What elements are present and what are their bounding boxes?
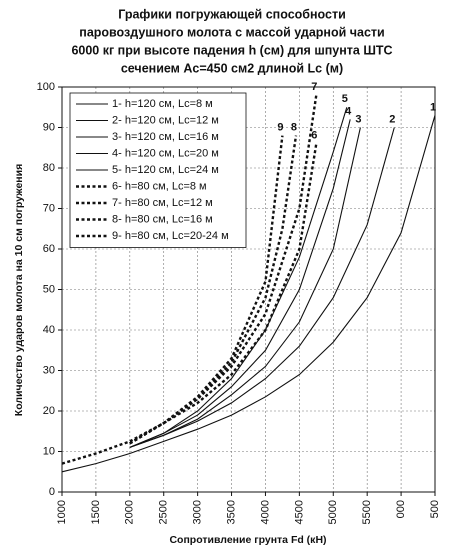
x-tick-label: 000 (395, 500, 407, 518)
x-axis-label: Сопротивление грунта Fd (кН) (169, 534, 326, 546)
y-tick-label: 70 (43, 202, 55, 214)
legend-label: 2- h=120 см, Lc=12 м (112, 114, 219, 126)
curve-label: 7 (311, 81, 317, 93)
legend-label: 9- h=80 см, Lc=20-24 м (112, 230, 229, 242)
curve-label: 1 (430, 101, 436, 113)
legend-label: 7- h=80 см, Lc=12 м (112, 197, 213, 209)
y-tick-label: 90 (43, 121, 55, 133)
curve-label: 5 (342, 93, 348, 105)
legend-label: 3- h=120 см, Lc=16 м (112, 131, 219, 143)
x-tick-label: 1500 (90, 500, 102, 524)
y-tick-label: 60 (43, 243, 55, 255)
y-tick-label: 30 (43, 364, 55, 376)
x-tick-label: 2000 (124, 500, 136, 524)
chart-title: 6000 кг при высоте падения h (см) для шп… (71, 43, 392, 57)
y-tick-label: 20 (43, 405, 55, 417)
x-tick-label: 5500 (361, 500, 373, 524)
x-tick-label: 4000 (259, 500, 271, 524)
curve-label: 3 (355, 113, 361, 125)
y-tick-label: 80 (43, 162, 55, 174)
x-tick-label: 2500 (158, 500, 170, 524)
x-tick-label: 500 (429, 500, 441, 518)
x-tick-label: 1000 (56, 500, 68, 524)
y-axis-label: Количество ударов молота на 10 см погруж… (13, 164, 25, 416)
x-tick-label: 3000 (192, 500, 204, 524)
y-tick-label: 0 (49, 486, 55, 498)
series-line (61, 115, 436, 473)
series-line (129, 127, 361, 448)
x-tick-label: 3500 (225, 500, 237, 524)
legend-label: 1- h=120 см, Lc=8 м (112, 98, 213, 110)
legend-label: 5- h=120 см, Lc=24 м (112, 164, 219, 176)
series-line (129, 107, 348, 448)
y-tick-label: 100 (37, 81, 55, 93)
curve-label: 2 (389, 113, 395, 125)
series-line (129, 127, 395, 448)
y-tick-label: 40 (43, 324, 55, 336)
chart-title: сечением Ac=450 см2 длиной Lc (м) (121, 61, 343, 75)
x-tick-label: 5000 (327, 500, 339, 524)
chart-title: паровоздушного молота с массой ударной ч… (79, 25, 384, 39)
series-line (61, 143, 318, 465)
curve-label: 8 (291, 122, 297, 134)
legend-label: 8- h=80 см, Lc=16 м (112, 213, 213, 225)
y-tick-label: 50 (43, 283, 55, 295)
legend-label: 4- h=120 см, Lc=20 м (112, 147, 219, 159)
series-line (129, 119, 351, 448)
chart-title: Графики погружающей способности (118, 7, 346, 21)
series-line (129, 135, 284, 445)
curve-label: 9 (277, 122, 283, 134)
plot-frame (61, 86, 436, 493)
y-tick-label: 10 (43, 445, 55, 457)
curve-label: 6 (311, 130, 317, 142)
curve-label: 4 (345, 105, 352, 117)
x-tick-label: 4500 (293, 500, 305, 524)
legend-label: 6- h=80 см, Lc=8 м (112, 180, 207, 192)
